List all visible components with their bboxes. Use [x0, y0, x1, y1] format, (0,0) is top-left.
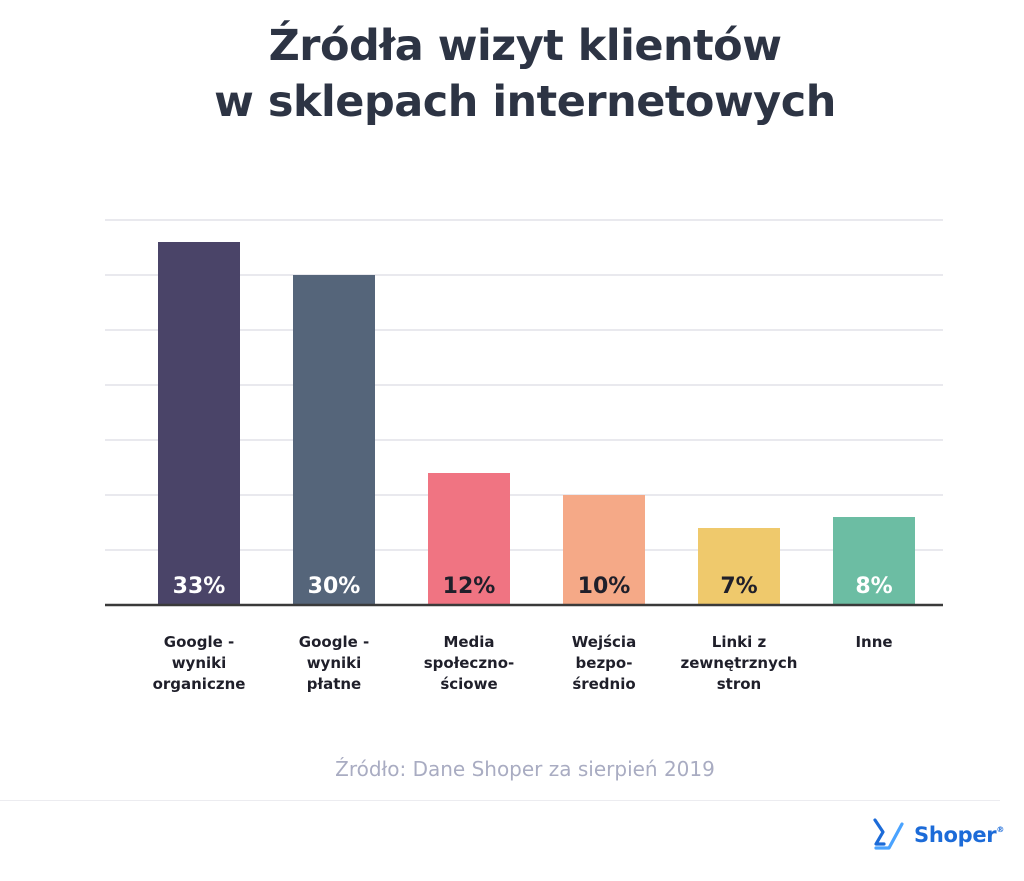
category-label-line: Linki z [712, 633, 767, 651]
chart-title: Źródła wizyt klientów w sklepach interne… [0, 18, 1024, 130]
footer-divider [0, 800, 1000, 801]
category-label-line: Wejścia [572, 633, 636, 651]
category-label: Google - wyniki płatne [299, 633, 369, 693]
category-label-line: Google - [299, 633, 369, 651]
bars: 33% 30% 12% 10% 7% 8% [158, 242, 915, 605]
gridlines [105, 219, 943, 551]
category-labels: Google - wyniki organiczne Google - wyniki pł… [153, 633, 893, 693]
category-label: Wejścia bezpo-średnio [572, 633, 636, 693]
category-label-line: Google - [164, 633, 234, 651]
category-label: Inne [855, 633, 892, 651]
bar-chart: 33% 30% 12% 10% 7% 8% Google - wyniki organiczn… [105, 219, 943, 693]
shoper-logo-icon [873, 818, 904, 850]
bar-value-label: 12% [443, 574, 496, 599]
bar-value-label: 33% [173, 574, 226, 599]
category-label: Media społeczno-ściowe [424, 633, 515, 693]
category-label-line: stron [717, 675, 761, 693]
bar [158, 242, 240, 605]
category-label-line: średnio [572, 675, 635, 693]
bar [293, 275, 375, 605]
category-label-line: organiczne [153, 675, 246, 693]
bar-value-label: 10% [578, 574, 631, 599]
chart-title-line-2: w sklepach internetowych [214, 77, 836, 127]
category-label-line: ściowe [440, 675, 497, 693]
chart-title-line-1: Źródła wizyt klientów [268, 21, 782, 71]
category-label-line: płatne [307, 675, 361, 693]
bar-value-label: 8% [855, 574, 892, 599]
category-label-line: Media [443, 633, 494, 651]
bar [428, 473, 510, 605]
bar [698, 528, 780, 605]
bar-value-label: 7% [720, 574, 757, 599]
shoper-wordmark: Shoper® [914, 823, 1005, 847]
bar-value-label: 30% [308, 574, 361, 599]
source-note: Źródło: Dane Shoper za sierpień 2019 [335, 757, 715, 781]
bar [833, 517, 915, 605]
category-label-line: społeczno- [424, 654, 515, 672]
shoper-logo: Shoper® [872, 818, 1004, 852]
category-label-line: Inne [855, 633, 892, 651]
category-label-line: zewnętrznych [681, 654, 798, 672]
category-label: Google - wyniki organiczne [153, 633, 246, 693]
category-label: Linki z zewnętrznych stron [681, 633, 798, 693]
registered-mark: ® [996, 825, 1005, 834]
category-label-line: bezpo- [576, 654, 633, 672]
bar [563, 495, 645, 605]
category-label-line: wyniki [172, 654, 227, 672]
category-label-line: wyniki [307, 654, 362, 672]
